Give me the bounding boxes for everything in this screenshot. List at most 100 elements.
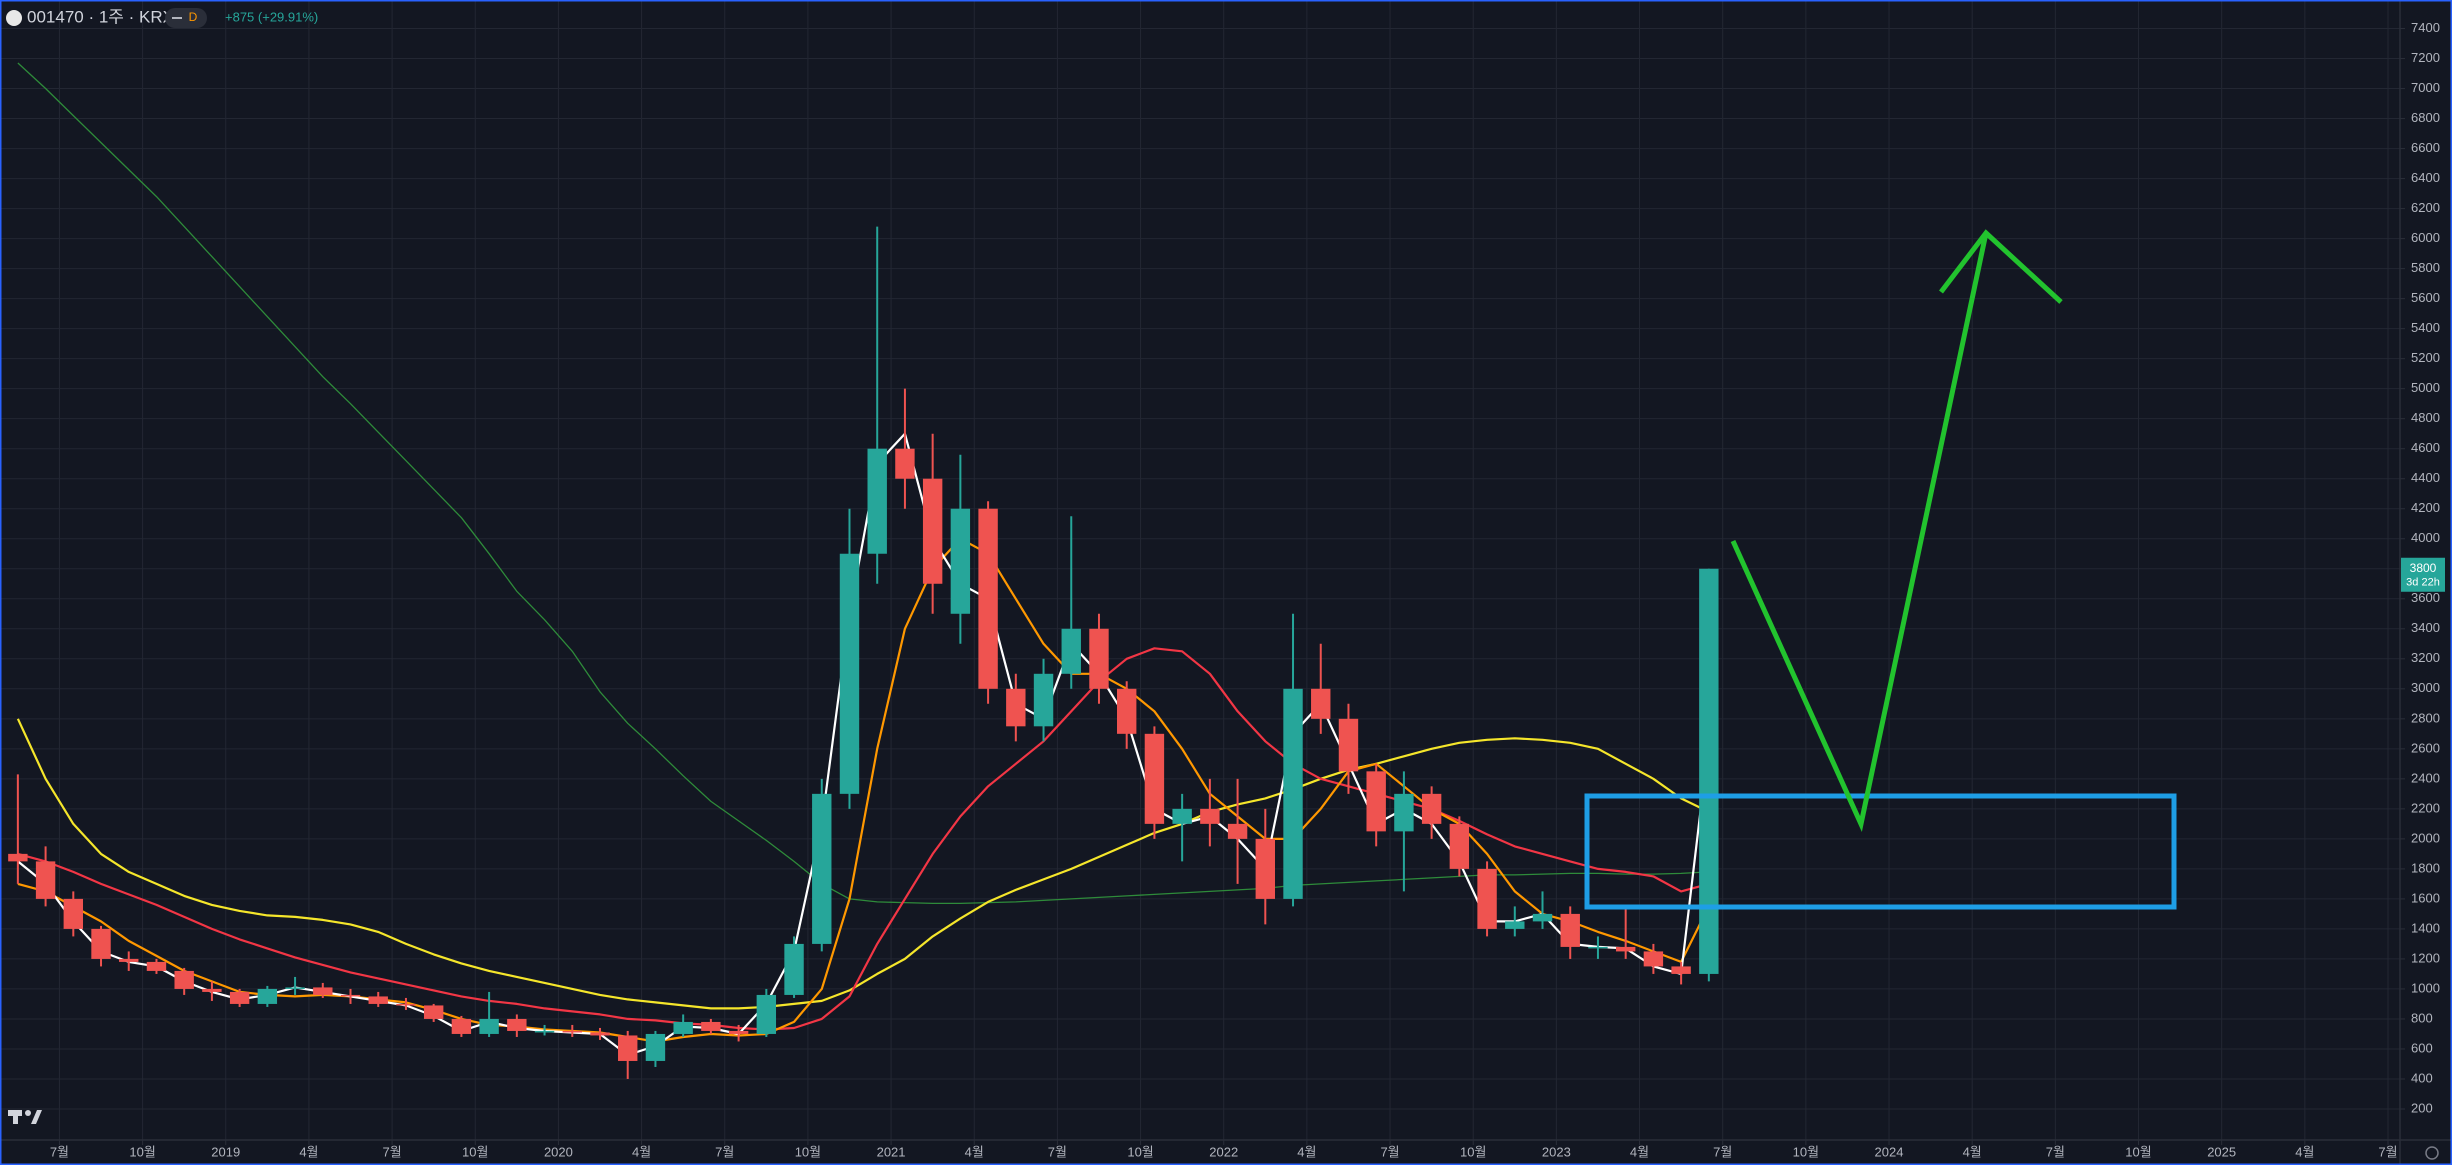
candle-body (1283, 688, 1303, 899)
y-tick-label: 7000 (2411, 80, 2440, 95)
candle-body (507, 1018, 527, 1031)
price-axis: 200 400 600 800 1000 1200 1400 1600 1800 2000 2200… (2400, 20, 2440, 1115)
x-tick-label: 7월 (1380, 1144, 1399, 1159)
y-tick-label: 1600 (2411, 890, 2440, 905)
candle-body (146, 961, 167, 971)
candle-body (1366, 771, 1386, 832)
symbol-title[interactable]: 001470 · 1주 · KRX (27, 7, 174, 26)
candle-body (285, 987, 305, 989)
x-tick-label: 7월 (382, 1144, 401, 1159)
candle-body (812, 793, 832, 944)
candle-body (1255, 838, 1276, 899)
y-tick-label: 7400 (2411, 20, 2440, 35)
candle-body (1144, 733, 1165, 824)
x-tick-label: 7월 (715, 1144, 734, 1159)
y-tick-label: 4800 (2411, 410, 2440, 425)
x-tick-label: 2024 (1875, 1144, 1904, 1159)
y-tick-label: 5800 (2411, 260, 2440, 275)
candle-body (1421, 793, 1442, 824)
change-text: +875 (+29.91%) (225, 9, 318, 24)
candle-body (1006, 688, 1026, 727)
candle-body (423, 1005, 444, 1019)
y-tick-label: 600 (2411, 1040, 2433, 1055)
candle-body (313, 987, 333, 995)
interval-badge[interactable] (165, 8, 207, 28)
y-tick-label: 1400 (2411, 920, 2440, 935)
price-tag-countdown: 3d 22h (2406, 577, 2440, 589)
candle-body (645, 1033, 666, 1061)
y-tick-label: 200 (2411, 1100, 2433, 1115)
y-tick-label: 5200 (2411, 350, 2440, 365)
x-tick-label: 4월 (1630, 1144, 1649, 1159)
y-tick-label: 4400 (2411, 470, 2440, 485)
x-tick-label: 7월 (50, 1144, 69, 1159)
candle-body (396, 1003, 416, 1006)
candle-body (1588, 946, 1608, 949)
x-tick-label: 2022 (1209, 1144, 1238, 1159)
y-tick-label: 3200 (2411, 650, 2440, 665)
x-tick-label: 4월 (1297, 1144, 1316, 1159)
y-tick-label: 4600 (2411, 440, 2440, 455)
x-tick-label: 4월 (2295, 1144, 2314, 1159)
candle-body (91, 928, 111, 959)
candle-body (368, 996, 388, 1004)
candle-body (1615, 946, 1636, 952)
logo[interactable] (8, 1110, 42, 1124)
candle-body (1671, 966, 1691, 974)
x-tick-label: 10월 (462, 1144, 488, 1159)
candle-body (257, 988, 278, 1004)
candle-body (618, 1035, 638, 1061)
y-tick-label: 800 (2411, 1010, 2433, 1025)
candle-body (1449, 823, 1470, 869)
candle-body (35, 861, 56, 899)
candle-body (1560, 913, 1580, 947)
candle-body (701, 1021, 721, 1031)
candle-body (756, 994, 777, 1034)
y-tick-label: 2200 (2411, 800, 2440, 815)
candle-body (1394, 793, 1414, 832)
settings-icon[interactable] (2425, 1146, 2439, 1160)
moving-average-line (16, 718, 1710, 1010)
y-tick-label: 6200 (2411, 200, 2440, 215)
y-tick-label: 6800 (2411, 110, 2440, 125)
badge-text[interactable]: D (189, 10, 198, 24)
x-tick-label: 10월 (2125, 1144, 2151, 1159)
candle-body (1505, 921, 1525, 929)
x-tick-label: 4월 (632, 1144, 651, 1159)
y-tick-label: 2000 (2411, 830, 2440, 845)
candle-body (1089, 628, 1109, 689)
y-tick-label: 4000 (2411, 530, 2440, 545)
y-tick-label: 3000 (2411, 680, 2440, 695)
y-tick-label: 6400 (2411, 170, 2440, 185)
candle-body (1311, 688, 1331, 719)
y-tick-label: 1200 (2411, 950, 2440, 965)
candle-body (784, 943, 804, 995)
candles (8, 226, 1719, 1079)
x-tick-label: 7월 (2046, 1144, 2065, 1159)
candle-body (1200, 808, 1220, 824)
y-tick-label: 1800 (2411, 860, 2440, 875)
candle-body (1643, 951, 1664, 967)
candle-body (229, 991, 250, 1004)
y-tick-label: 3400 (2411, 620, 2440, 635)
candle-body (922, 478, 943, 584)
y-tick-label: 2400 (2411, 770, 2440, 785)
x-tick-label: 10월 (795, 1144, 821, 1159)
moving-average-line (17, 62, 1709, 905)
y-tick-label: 400 (2411, 1070, 2433, 1085)
candle-body (673, 1021, 693, 1034)
y-tick-label: 5000 (2411, 380, 2440, 395)
candle-body (978, 508, 998, 689)
candle-body (562, 1030, 582, 1033)
x-tick-label: 2019 (211, 1144, 240, 1159)
candle-body (8, 853, 28, 862)
y-tick-label: 5400 (2411, 320, 2440, 335)
y-tick-label: 6000 (2411, 230, 2440, 245)
x-tick-label: 10월 (1127, 1144, 1153, 1159)
symbol-icon[interactable] (6, 10, 22, 26)
candle-body (340, 994, 361, 997)
candle-body (839, 553, 860, 794)
